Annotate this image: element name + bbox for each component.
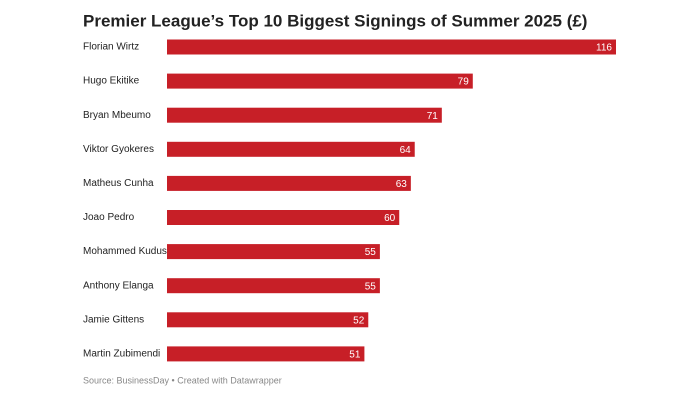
value-label: 55 [365, 247, 377, 258]
source-note: Source: BusinessDay • Created with Dataw… [83, 375, 282, 385]
value-label: 51 [349, 350, 361, 361]
bar [167, 278, 380, 294]
bar [167, 175, 411, 191]
bar [167, 312, 369, 328]
value-label: 63 [396, 179, 408, 190]
bar [167, 346, 365, 362]
bar [167, 244, 380, 260]
value-label: 60 [384, 213, 396, 224]
value-label: 116 [596, 43, 612, 54]
bar [167, 107, 442, 123]
bar [167, 73, 473, 89]
category-label: Anthony Elanga [83, 280, 154, 291]
value-label: 71 [427, 111, 439, 122]
category-label: Bryan Mbeumo [83, 110, 151, 121]
category-label: Matheus Cunha [83, 178, 154, 189]
bar [167, 39, 616, 55]
category-label: Hugo Ekitike [83, 76, 140, 87]
value-label: 52 [353, 315, 365, 326]
category-label: Joao Pedro [83, 212, 135, 223]
value-label: 64 [400, 145, 412, 156]
value-label: 55 [365, 281, 377, 292]
category-label: Jamie Gittens [83, 314, 144, 325]
category-label: Viktor Gyokeres [83, 144, 154, 155]
value-label: 79 [458, 77, 470, 88]
chart-title: Premier League’s Top 10 Biggest Signings… [83, 11, 587, 30]
bar [167, 141, 415, 157]
category-label: Martin Zubimendi [83, 349, 160, 360]
bar [167, 210, 400, 225]
category-label: Florian Wirtz [83, 42, 139, 53]
category-label: Mohammed Kudus [83, 246, 167, 257]
